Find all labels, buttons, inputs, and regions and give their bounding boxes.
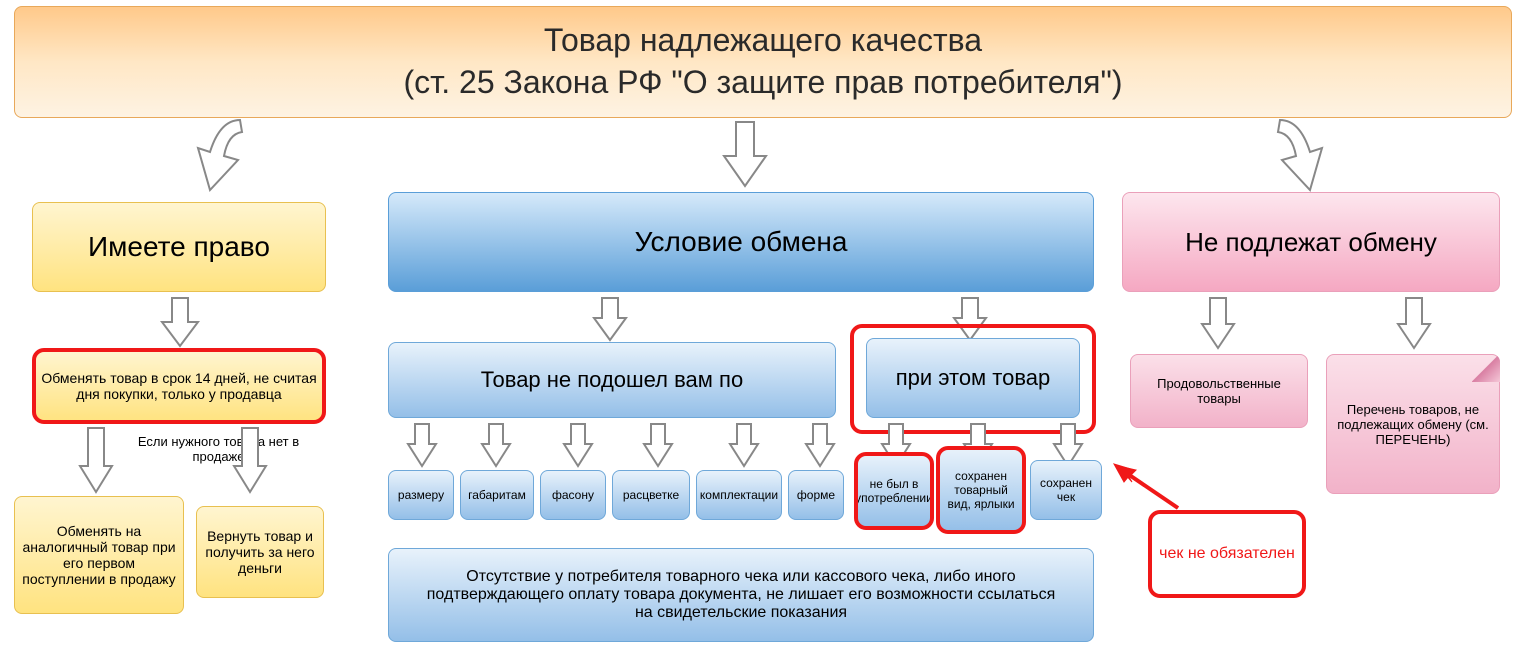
left-node2-label: Обменять на аналогичный товар при его пе… [21, 523, 177, 587]
left-node2: Обменять на аналогичный товар при его пе… [14, 496, 184, 614]
right-node1: Продовольственные товары [1130, 354, 1308, 428]
title-line1: Товар надлежащего качества [403, 20, 1122, 62]
left-header-label: Имеете право [88, 231, 270, 263]
arrow-title-to-left [170, 112, 260, 202]
leaf1-2: фасону [540, 470, 606, 520]
arrow-title-to-middle [720, 118, 770, 190]
left-note: Если нужного товара нет в продаже [126, 434, 311, 464]
callout-label: чек не обязателен [1159, 545, 1295, 563]
callout-box: чек не обязателен [1150, 512, 1304, 596]
leaf2-1: сохранен товарный вид, ярлыки [938, 448, 1024, 532]
arrow-leaf-1 [478, 420, 514, 470]
arrow-left-1 [158, 294, 202, 352]
leaf1-1: габаритам [460, 470, 534, 520]
arrow-title-to-right [1260, 112, 1350, 202]
arrow-right-1b [1394, 294, 1434, 352]
leaf2-2: сохранен чек [1030, 460, 1102, 520]
arrow-right-1a [1198, 294, 1238, 352]
arrow-left-2a [76, 424, 116, 496]
arrow-leaf-5 [802, 420, 838, 470]
arrow-leaf-0 [404, 420, 440, 470]
middle-footer: Отсутствие у потребителя товарного чека … [388, 548, 1094, 642]
leaf1-5: форме [788, 470, 844, 520]
right-node2-label: Перечень товаров, не подлежащих обмену (… [1333, 402, 1493, 447]
middle-header-label: Условие обмена [635, 226, 848, 258]
left-node3: Вернуть товар и получить за него деньги [196, 506, 324, 598]
left-node1-label: Обменять товар в срок 14 дней, не считая… [41, 370, 317, 402]
middle-sub1: Товар не подошел вам по [388, 342, 836, 418]
left-node3-label: Вернуть товар и получить за него деньги [203, 528, 317, 576]
right-header-label: Не подлежат обмену [1185, 227, 1437, 258]
right-node1-label: Продовольственные товары [1137, 376, 1301, 406]
callout-arrow-icon [1108, 458, 1188, 518]
title-line2: (ст. 25 Закона РФ "О защите прав потреби… [403, 62, 1122, 104]
title-box: Товар надлежащего качества (ст. 25 Закон… [14, 6, 1512, 118]
left-header: Имеете право [32, 202, 326, 292]
middle-header: Условие обмена [388, 192, 1094, 292]
middle-sub1-label: Товар не подошел вам по [481, 367, 743, 393]
leaf1-4: комплектации [696, 470, 782, 520]
arrow-leaf-3 [640, 420, 676, 470]
arrow-mid-1a [590, 294, 630, 344]
middle-footer-label: Отсутствие у потребителя товарного чека … [419, 568, 1063, 622]
right-header: Не подлежат обмену [1122, 192, 1500, 292]
middle-sub2-label: при этом товар [896, 365, 1051, 391]
middle-sub2: при этом товар [866, 338, 1080, 418]
leaf1-0: размеру [388, 470, 454, 520]
arrow-left-2b [230, 424, 270, 496]
leaf1-3: расцветке [612, 470, 690, 520]
fold-icon [1472, 354, 1500, 382]
arrow-leaf-4 [726, 420, 762, 470]
leaf2-0: не был в употреблении [856, 454, 932, 528]
left-node1: Обменять товар в срок 14 дней, не считая… [34, 350, 324, 422]
arrow-leaf-2 [560, 420, 596, 470]
